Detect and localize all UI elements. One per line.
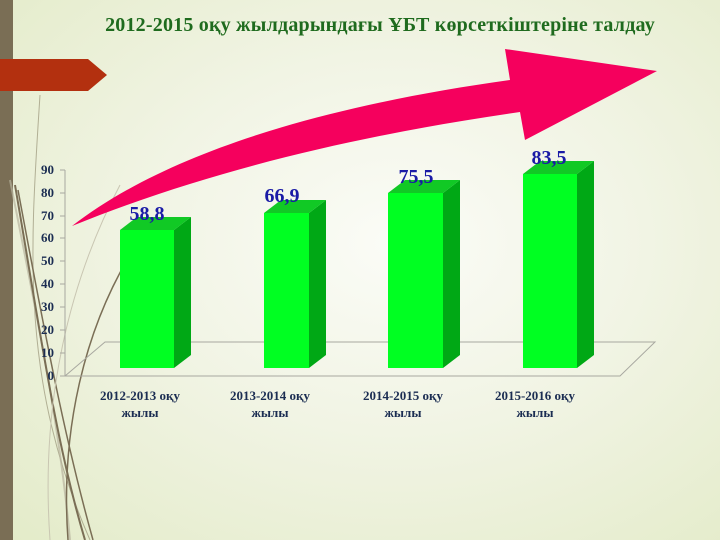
y-tick-90: 90	[41, 162, 54, 177]
bar-3	[388, 180, 460, 368]
y-tick-80: 80	[41, 185, 54, 200]
y-tick-60: 60	[41, 230, 54, 245]
y-tick-30: 30	[41, 299, 54, 314]
slide-title: 2012-2015 оқу жылдарындағы ҰБТ көрсеткіш…	[105, 14, 655, 36]
pentagon-tab-icon	[0, 59, 107, 91]
floor-plane	[64, 341, 657, 377]
data-label-1: 58,8	[129, 203, 165, 225]
bar-2	[264, 200, 326, 368]
trend-arrow-icon	[72, 49, 657, 226]
y-tick-40: 40	[41, 276, 54, 291]
x-label-2: 2013-2014 оқу жылы	[229, 388, 311, 420]
y-tick-10: 10	[41, 345, 54, 360]
y-tick-0: 0	[47, 368, 55, 383]
y-tick-50: 50	[41, 253, 54, 268]
bar-1	[120, 217, 191, 368]
x-label-4: 2015-2016 оқу жылы	[494, 388, 576, 420]
bar-4	[523, 161, 594, 368]
y-tick-20: 20	[41, 322, 54, 337]
x-label-3: 2014-2015 оқу жылы	[362, 388, 444, 420]
y-tick-70: 70	[41, 208, 54, 223]
x-label-1: 2012-2013 оқу жылы	[99, 388, 181, 420]
data-label-4: 83,5	[531, 147, 567, 169]
data-label-3: 75,5	[398, 166, 434, 188]
data-label-2: 66,9	[264, 185, 300, 207]
